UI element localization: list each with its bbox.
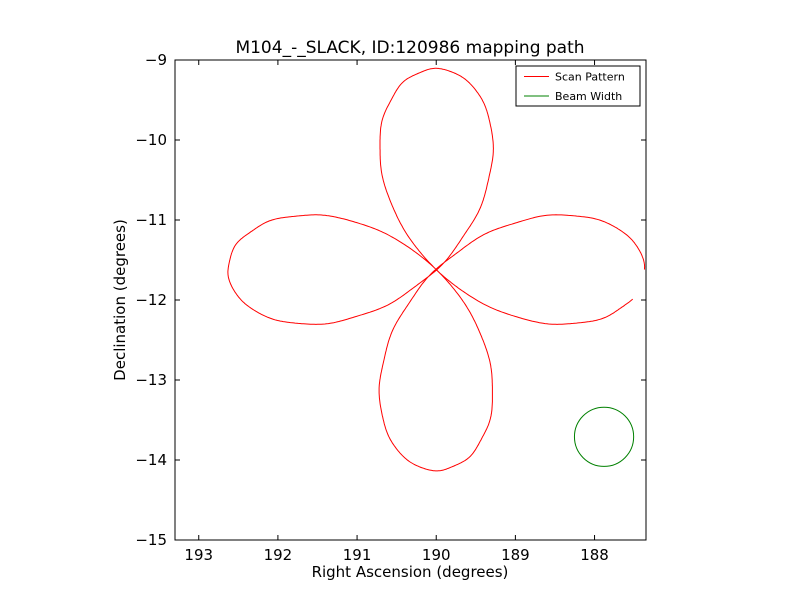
series-layer [227,67,646,472]
y-tick-label: −14 [135,451,167,469]
y-tick-label: −10 [135,131,167,149]
y-axis-label: Declination (degrees) [111,219,129,381]
x-tick-label: 192 [264,546,293,564]
x-tick-label: 188 [580,546,609,564]
beam-width-circle [573,406,635,467]
legend: Scan Pattern Beam Width [515,65,641,107]
legend-label-beam-width: Beam Width [555,90,622,103]
y-tick-label: −13 [135,371,167,389]
legend-box [515,65,641,107]
scan-pattern-line [227,67,646,472]
x-tick-label: 190 [422,546,451,564]
axes-frame [174,59,647,541]
plot-area [174,59,647,541]
x-tick-label: 193 [184,546,213,564]
y-tick-label: −11 [135,211,167,229]
y-tick-label: −9 [145,51,167,69]
x-tick-label: 189 [501,546,530,564]
legend-label-scan-pattern: Scan Pattern [555,71,625,84]
y-tick-label: −12 [135,291,167,309]
x-axis-label: Right Ascension (degrees) [312,563,509,581]
x-axis-ticks: 193 192 191 190 189 188 [184,60,609,564]
x-tick-label: 191 [343,546,372,564]
y-axis-ticks: −9 −10 −11 −12 −13 −14 −15 [135,51,646,549]
chart-title: M104_-_SLACK, ID:120986 mapping path [235,38,584,58]
y-tick-label: −15 [135,531,167,549]
